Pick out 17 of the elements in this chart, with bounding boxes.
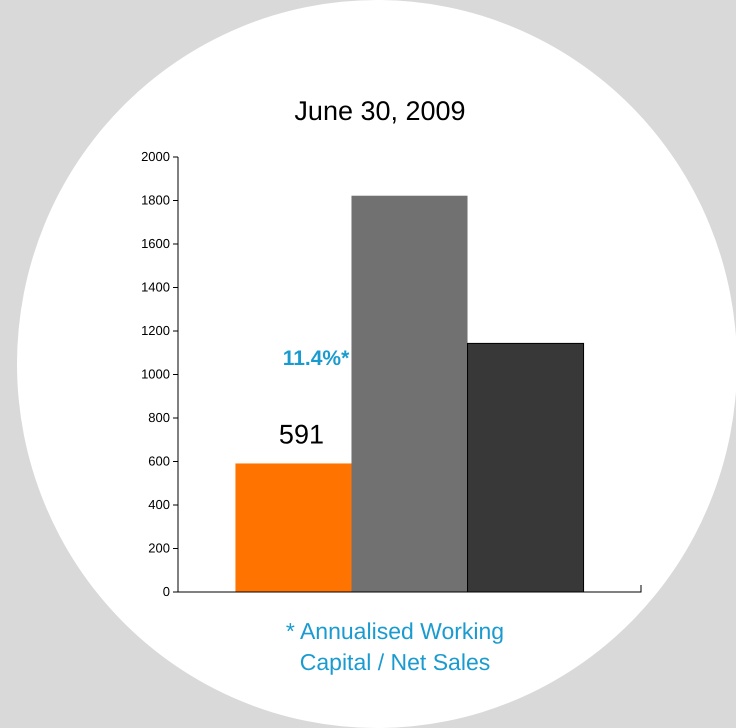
- y-tick-label: 2000: [141, 149, 170, 164]
- y-tick-label: 800: [148, 410, 170, 426]
- y-tick-label: 0: [162, 584, 170, 600]
- y-tick-label: 1200: [141, 323, 170, 338]
- chart-title: June 30, 2009: [294, 96, 466, 126]
- text: * Annualised Working Capital / Net Sales: [286, 618, 504, 675]
- bar: [351, 196, 468, 592]
- y-tick-label: 600: [148, 454, 170, 469]
- y-tick-label: 1400: [141, 280, 170, 295]
- bar: [235, 463, 352, 592]
- y-tick-label: 1000: [141, 366, 170, 382]
- y-tick-label: 400: [148, 497, 170, 512]
- annotation: 11.4%*: [282, 347, 350, 370]
- y-tick-label: 1600: [141, 236, 170, 252]
- y-tick-label: 1800: [141, 192, 170, 208]
- y-tick-label: 200: [148, 540, 170, 556]
- data-label: 591: [278, 419, 324, 450]
